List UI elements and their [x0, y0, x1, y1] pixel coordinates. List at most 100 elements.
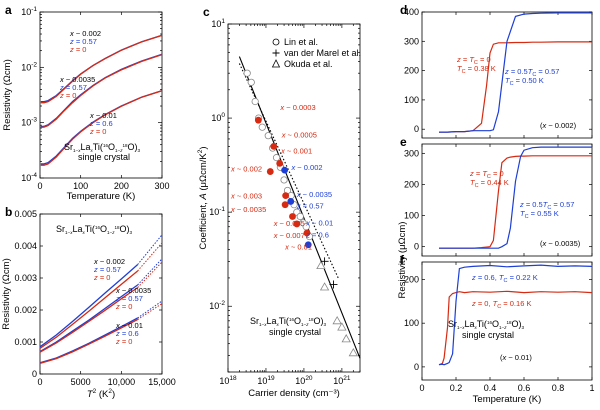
sample-formula: Sr1−xLaxTi(16O1−z18O)3 — [64, 142, 141, 153]
panel-label-b: b — [5, 205, 12, 219]
red-curve-label: TC = 0.38 K — [457, 64, 496, 75]
y-axis-title: Coefficient, A (μΩcm/K2) — [197, 146, 209, 249]
data-annotation: x ~ 0.01 — [305, 219, 333, 228]
panel-b-fit-line — [137, 258, 163, 286]
panel-label-f: f — [400, 253, 405, 267]
y-tick-label: 0 — [32, 369, 37, 379]
legend-plus-marker — [272, 49, 280, 57]
x-tick-label: 0.6 — [518, 383, 531, 393]
group-x-label: x ~ 0.01 — [115, 321, 143, 330]
panel-f-series-line — [438, 290, 593, 366]
y-axis-title: Resistivity (Ωcm) — [2, 59, 13, 131]
y-tick-label: 0 — [414, 242, 419, 252]
x-tick-label: 0 — [37, 181, 42, 191]
panel-a-series-line — [40, 34, 163, 103]
panel-b-series-line — [39, 270, 139, 349]
group-x-label: x ~ 0.002 — [69, 29, 101, 38]
blue-data-point — [287, 198, 295, 205]
group-z1-label: z = 0.6 — [89, 119, 113, 128]
sample-formula: Sr1−xLaxTi(16O1−z18O)3 — [56, 224, 133, 235]
red-data-point — [266, 168, 274, 175]
panel-a-frame — [39, 11, 163, 179]
data-annotation: x ~ 0.002 — [230, 165, 262, 174]
okuda-data-point — [348, 347, 359, 357]
x-axis-title: Temperature (K) — [67, 191, 136, 202]
blue-curve-label: TC = 0.55 K — [520, 209, 559, 220]
panel-b-fit-line — [137, 300, 163, 319]
panel-e-series-line — [439, 146, 592, 249]
lin-data-point — [296, 212, 304, 221]
blue-curve-label: z = 0.5TC = 0.57 — [504, 67, 559, 78]
okuda-data-point — [332, 316, 342, 325]
x-tick-label: 0 — [37, 377, 42, 387]
red-data-point — [282, 192, 290, 199]
okuda-data-point — [316, 260, 326, 270]
okuda-data-point — [337, 322, 347, 331]
x-tick-label: 300 — [154, 181, 169, 191]
y-tick-label: 0.005 — [14, 209, 37, 219]
group-z1-label: z = 0.57 — [69, 37, 97, 46]
y-tick-label: 10-2 — [209, 300, 225, 311]
data-annotation: x ~ 0.007 — [273, 231, 305, 240]
lin-data-point — [280, 176, 288, 184]
van-der-marel-data-point — [320, 257, 329, 266]
y-tick-label: 0.004 — [14, 241, 37, 251]
y-tick-label: 200 — [404, 179, 419, 189]
crystal-label: single crystal — [78, 152, 130, 162]
x-tick-label: 1020 — [295, 375, 313, 386]
van-der-marel-data-point — [329, 280, 338, 289]
x-tick-label: 0.4 — [484, 383, 497, 393]
red-data-point — [289, 213, 296, 220]
crystal-label: single crystal — [462, 330, 514, 340]
x-axis-title: Carrier density (cm⁻³) — [248, 388, 340, 399]
y-tick-label: 100 — [404, 95, 419, 105]
x-axis-title: Temperature (K) — [473, 394, 542, 405]
y-tick-label: 10-2 — [21, 61, 37, 72]
y-tick-label: 101 — [211, 18, 225, 29]
data-annotation: x ~ 0.005 — [273, 219, 305, 228]
panel-b-fit-line — [137, 303, 163, 321]
panel-a-series-line — [40, 90, 163, 166]
red-data-point — [276, 159, 284, 167]
y-tick-label: 100 — [211, 112, 225, 123]
data-annotation: x ~ 0.002 — [290, 163, 322, 172]
group-z0-label: z = 0 — [59, 91, 76, 100]
x-tick-label: 5000 — [71, 377, 91, 387]
y-tick-label: 10-4 — [21, 172, 37, 183]
data-annotation: x ~ 0.0035 — [230, 205, 266, 214]
y-tick-label: 400 — [404, 7, 419, 17]
data-annotation: z = 0.57 — [296, 201, 324, 210]
data-annotation: x ~ 0.0005 — [281, 131, 317, 140]
y-tick-label: 0.002 — [14, 305, 37, 315]
data-annotation: x ~ 0.0003 — [279, 103, 315, 112]
blue-curve-label: z = 0.6, TC = 0.22 K — [471, 273, 538, 284]
lin-data-point — [243, 69, 251, 77]
x-axis-title: T2 (K2) — [87, 388, 115, 400]
y-tick-label: 0 — [414, 124, 419, 134]
panel-label-a: a — [5, 3, 12, 17]
legend-label: Okuda et al. — [284, 59, 333, 69]
doping-annotation: (x ~ 0.002) — [540, 121, 577, 130]
x-tick-label: 100 — [73, 181, 88, 191]
group-z0-label: z = 0 — [93, 273, 110, 282]
panel-b-fit-line — [137, 261, 163, 288]
red-curve-label: z = 0, TC = 0.16 K — [471, 299, 531, 310]
blue-data-point — [304, 241, 312, 249]
panel-b-frame — [39, 213, 163, 375]
panel-b-fit-line — [137, 234, 163, 265]
data-annotation: x ~ 0.003 — [230, 191, 262, 200]
x-tick-label: 15,000 — [148, 377, 176, 387]
x-tick-label: 0 — [419, 383, 424, 393]
doping-annotation: (x ~ 0.0035) — [540, 239, 581, 248]
panel-b-series-line — [39, 319, 138, 365]
legend-label: van der Marel et al. — [284, 48, 361, 58]
red-curve-label: z = TC = 0 — [469, 169, 504, 180]
y-axis-title: Resistivity (Ωcm) — [1, 258, 12, 330]
fit-line-solid — [238, 56, 361, 359]
group-x-label: x ~ 0.01 — [89, 111, 117, 120]
legend-circle-marker — [272, 38, 280, 46]
group-z1-label: z = 0.57 — [59, 83, 87, 92]
panel-a-series-line — [40, 53, 163, 129]
panel-f-series-line — [438, 264, 593, 366]
data-annotation: x ~ 0.01 — [284, 243, 312, 252]
